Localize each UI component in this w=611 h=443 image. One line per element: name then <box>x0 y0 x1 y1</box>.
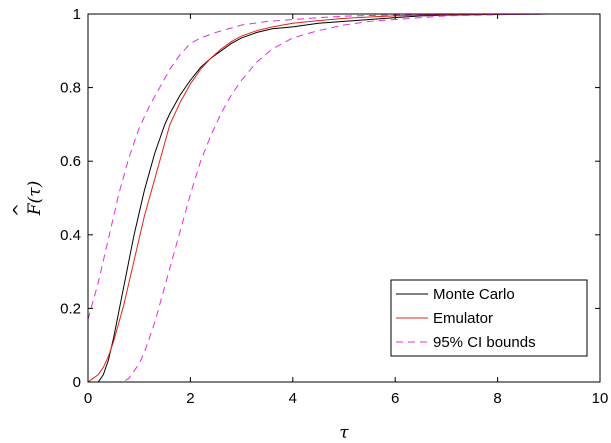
y-tick-label: 1 <box>73 6 81 23</box>
x-tick-label: 10 <box>592 390 609 407</box>
x-axis-label: τ <box>339 423 349 443</box>
x-tick-label: 0 <box>84 390 92 407</box>
x-tick-label: 8 <box>493 390 501 407</box>
y-axis-label: F(τ) <box>25 181 45 216</box>
series-line-monte-carlo <box>88 13 600 383</box>
y-tick-label: 0 <box>73 374 81 391</box>
legend-label-ci-bounds: 95% CI bounds <box>433 334 536 351</box>
y-tick-label: 0.2 <box>60 300 81 317</box>
legend-label-emulator: Emulator <box>433 310 493 327</box>
ticks-layer: 0 2 4 6 8 10 0 0.2 0.4 0.6 0.8 1 <box>60 6 608 407</box>
series-line-emulator <box>87 13 600 383</box>
y-tick-label: 0.6 <box>60 153 81 170</box>
plot-frame <box>87 13 601 383</box>
y-tick-label: 0.8 <box>60 80 81 97</box>
y-tick-label: 0.4 <box>60 227 81 244</box>
series-layer <box>87 13 600 383</box>
series-line-ci-upper <box>87 13 600 320</box>
x-tick-label: 6 <box>391 390 399 407</box>
x-tick-label: 2 <box>186 390 194 407</box>
legend: Monte Carlo Emulator 95% CI bounds <box>390 279 588 357</box>
y-axis-label-group: F(τ) ^ <box>10 181 45 217</box>
x-tick-label: 4 <box>289 390 297 407</box>
series-line-ci-lower <box>113 13 600 383</box>
y-axis-label-hat: ^ <box>10 203 30 217</box>
legend-label-monte-carlo: Monte Carlo <box>433 286 515 303</box>
